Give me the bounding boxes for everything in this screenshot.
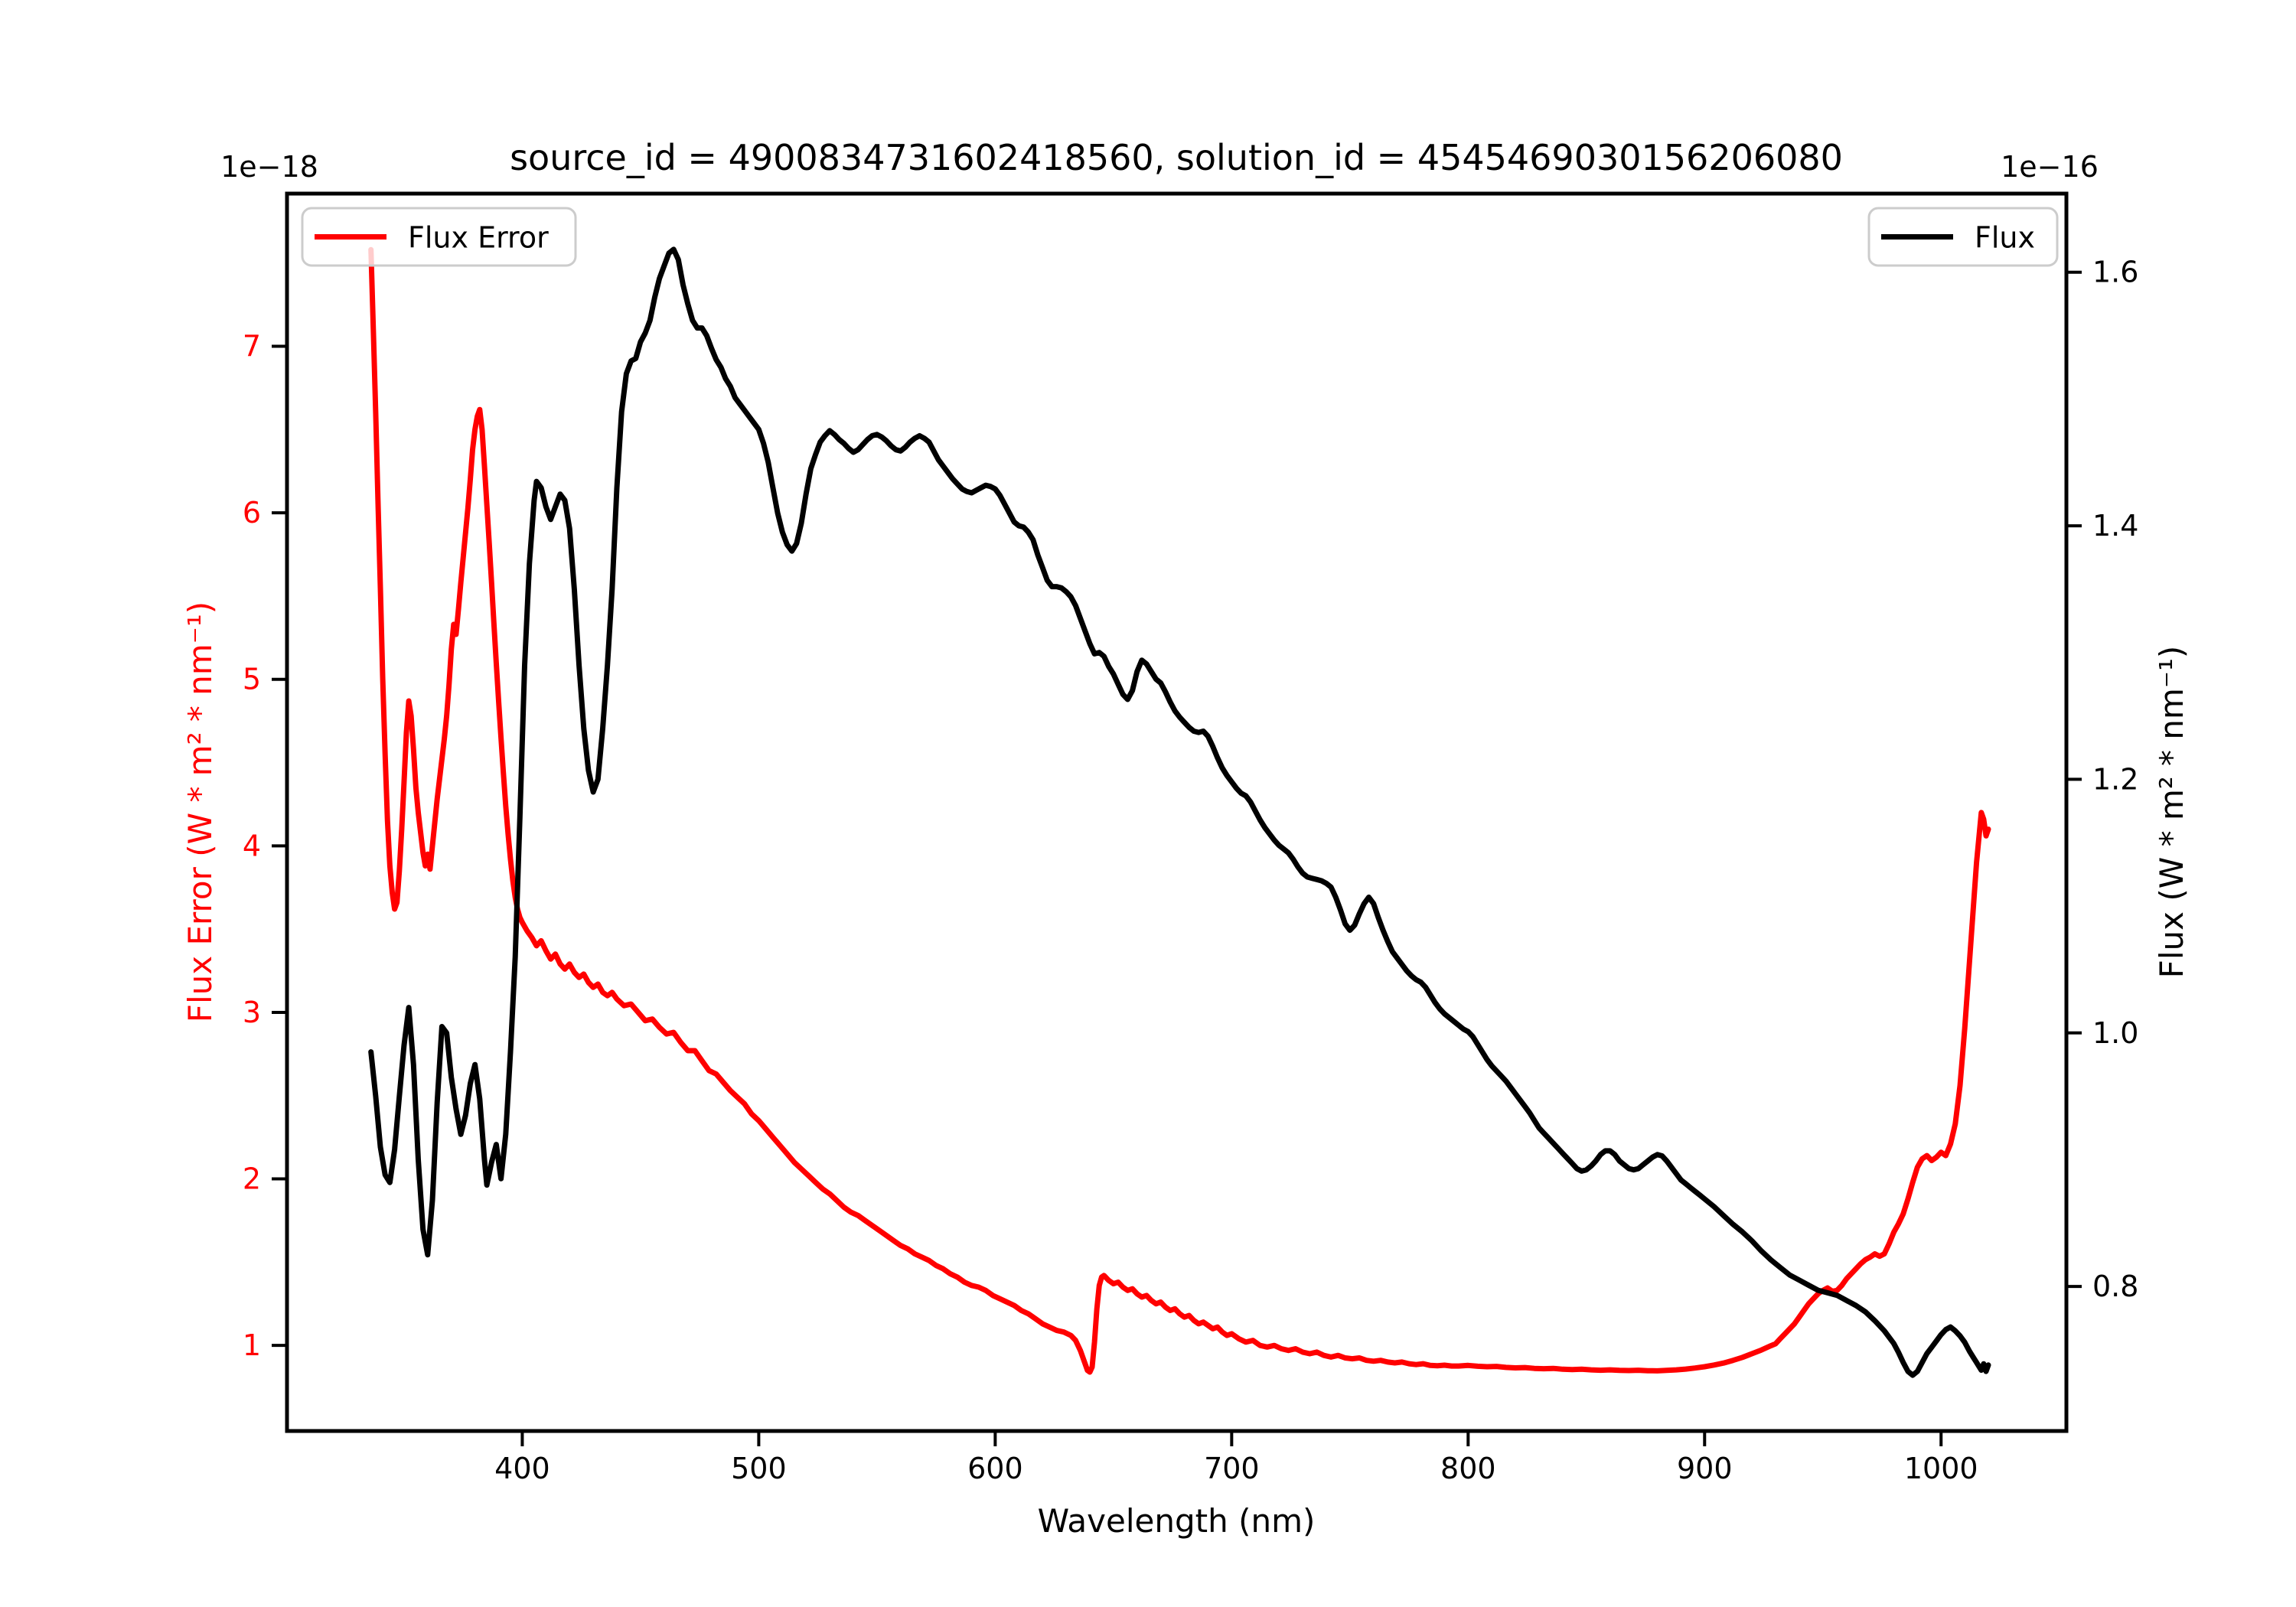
y-right-tick-label: 1.6 (2092, 256, 2138, 289)
y-right-tick-label: 1.2 (2092, 762, 2138, 796)
x-tick-label: 400 (494, 1452, 550, 1485)
left-axis-offset-text: 1e−18 (220, 150, 318, 184)
x-tick-label: 900 (1677, 1452, 1733, 1485)
y-left-tick-label: 1 (243, 1328, 261, 1362)
y-right-tick-label: 0.8 (2092, 1270, 2138, 1303)
x-tick-label: 1000 (1904, 1452, 1978, 1485)
y-left-tick-label: 5 (243, 663, 261, 696)
y-left-tick-label: 4 (243, 829, 261, 862)
y-axis-left: 1 2 3 4 5 6 7 (243, 330, 287, 1362)
right-axis-offset-text: 1e−16 (2001, 150, 2099, 184)
legend-flux-error: Flux Error (301, 207, 577, 267)
y-right-tick-label: 1.0 (2092, 1016, 2138, 1050)
x-tick-label: 600 (967, 1452, 1023, 1485)
y-left-tick-label: 6 (243, 496, 261, 530)
x-tick-label: 800 (1440, 1452, 1496, 1485)
x-axis: 400 500 600 700 800 900 1000 (494, 1431, 1978, 1485)
legend-flux-frame (1867, 207, 2059, 267)
x-tick-label: 700 (1204, 1452, 1260, 1485)
y-axis-label-left: Flux Error (W * m² * nm⁻¹) (181, 601, 219, 1022)
x-tick-label: 500 (731, 1452, 787, 1485)
legend-flux: Flux (1867, 207, 2059, 267)
chart-title: source_id = 4900834731602418560, solutio… (510, 137, 1843, 178)
y-left-tick-label: 2 (243, 1162, 261, 1196)
y-left-tick-label: 7 (243, 330, 261, 363)
legend-flux-label: Flux (1975, 221, 2035, 255)
y-left-tick-label: 3 (243, 996, 261, 1029)
flux-error-line (368, 246, 1991, 1375)
legend-flux-error-label: Flux Error (408, 221, 549, 255)
x-axis-label: Wavelength (nm) (1038, 1502, 1316, 1540)
y-axis-label-right: Flux (W * m² * nm⁻¹) (2153, 646, 2190, 979)
legend-flux-error-frame (301, 207, 577, 267)
axes-spines (285, 191, 2069, 1433)
y-axis-right: 0.8 1.0 1.2 1.4 1.6 (2066, 256, 2138, 1303)
flux-line (368, 246, 1991, 1378)
y-right-tick-label: 1.4 (2092, 509, 2138, 543)
